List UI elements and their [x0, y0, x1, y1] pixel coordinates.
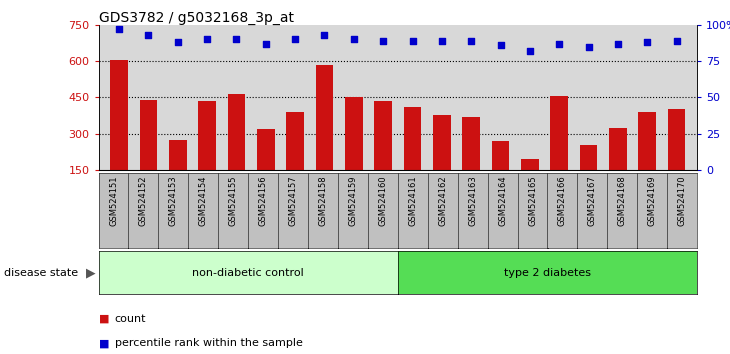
Bar [315, 65, 334, 206]
Text: count: count [115, 314, 146, 324]
Text: ■: ■ [99, 338, 109, 348]
Text: GSM524153: GSM524153 [169, 176, 178, 226]
Point [553, 41, 565, 46]
Bar [580, 144, 597, 206]
Bar [462, 117, 480, 206]
Text: type 2 diabetes: type 2 diabetes [504, 268, 591, 278]
Point [524, 48, 536, 54]
Point [172, 39, 184, 45]
Text: GSM524167: GSM524167 [588, 176, 597, 227]
Text: GDS3782 / g5032168_3p_at: GDS3782 / g5032168_3p_at [99, 11, 293, 25]
Bar [286, 112, 304, 206]
Point [348, 36, 360, 42]
Point [642, 39, 653, 45]
Point [436, 38, 447, 44]
Point [289, 36, 301, 42]
Bar [433, 115, 450, 206]
Point [377, 38, 389, 44]
Point [407, 38, 418, 44]
Bar [169, 140, 187, 206]
Text: GSM524157: GSM524157 [288, 176, 298, 226]
Text: GSM524154: GSM524154 [199, 176, 208, 226]
Text: GSM524164: GSM524164 [498, 176, 507, 226]
Text: GSM524151: GSM524151 [109, 176, 118, 226]
Text: GSM524165: GSM524165 [528, 176, 537, 226]
Text: disease state: disease state [4, 268, 78, 278]
Bar [404, 107, 421, 206]
Text: GSM524163: GSM524163 [468, 176, 477, 227]
Text: ▶: ▶ [86, 266, 96, 279]
Point [583, 44, 594, 49]
Point [231, 36, 242, 42]
Text: GSM524152: GSM524152 [139, 176, 148, 226]
Text: percentile rank within the sample: percentile rank within the sample [115, 338, 302, 348]
Text: non-diabetic control: non-diabetic control [192, 268, 304, 278]
Bar [492, 141, 510, 206]
Bar [609, 127, 627, 206]
Point [319, 32, 331, 38]
Text: GSM524168: GSM524168 [618, 176, 627, 227]
Bar [639, 112, 656, 206]
Point [142, 32, 154, 38]
Bar [668, 109, 685, 206]
Text: GSM524170: GSM524170 [677, 176, 687, 226]
Point [671, 38, 683, 44]
Bar [139, 100, 157, 206]
Bar [374, 101, 392, 206]
Bar [345, 97, 363, 206]
Point [465, 38, 477, 44]
Text: GSM524161: GSM524161 [408, 176, 418, 226]
Text: GSM524158: GSM524158 [318, 176, 328, 226]
Bar [199, 101, 216, 206]
Text: GSM524155: GSM524155 [228, 176, 238, 226]
Text: GSM524160: GSM524160 [378, 176, 388, 226]
Bar [228, 94, 245, 206]
Bar [521, 159, 539, 206]
Point [260, 41, 272, 46]
Bar [257, 129, 274, 206]
Text: GSM524169: GSM524169 [648, 176, 657, 226]
Point [201, 36, 213, 42]
Text: GSM524159: GSM524159 [348, 176, 358, 226]
Text: GSM524166: GSM524166 [558, 176, 567, 227]
Text: GSM524162: GSM524162 [438, 176, 447, 226]
Point [113, 26, 125, 32]
Text: ■: ■ [99, 314, 109, 324]
Text: GSM524156: GSM524156 [258, 176, 268, 226]
Bar [550, 96, 568, 206]
Bar [110, 60, 128, 206]
Point [612, 41, 623, 46]
Point [495, 42, 507, 48]
